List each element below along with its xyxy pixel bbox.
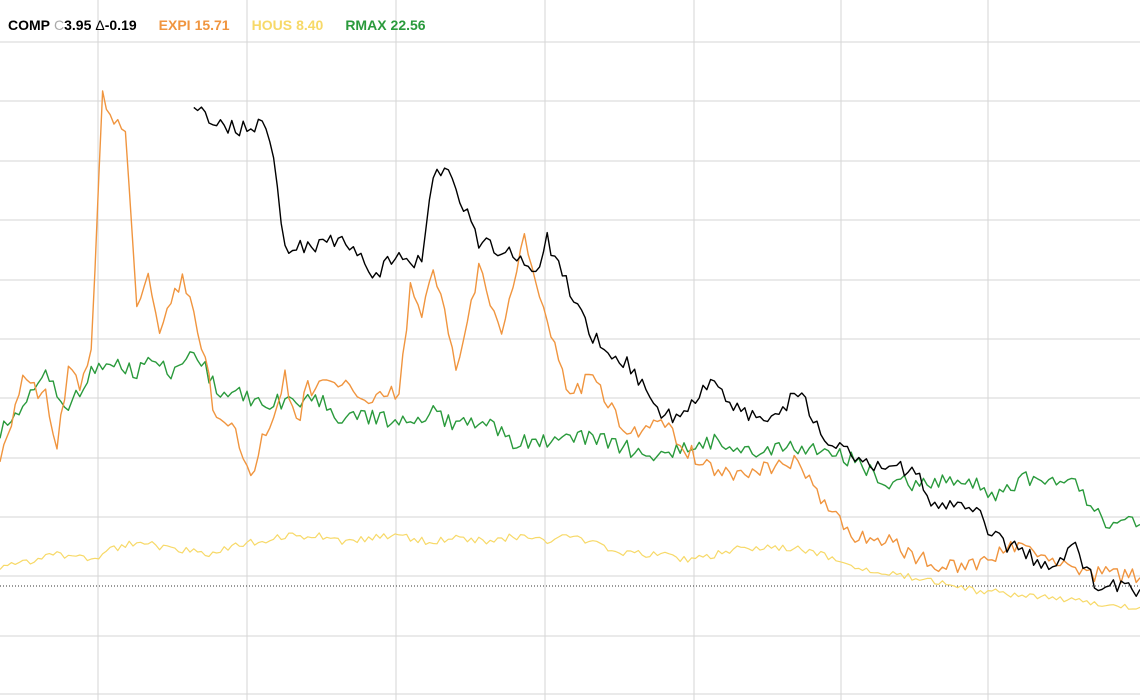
chart-legend: COMP C 3.95 Δ -0.19 EXPI 15.71 HOUS 8.40 R… bbox=[8, 17, 426, 33]
legend-item-comp[interactable]: COMP C 3.95 Δ -0.19 bbox=[8, 17, 137, 33]
chart-series-group bbox=[0, 90, 1140, 610]
legend-hous-symbol: HOUS bbox=[251, 17, 293, 33]
legend-expi-value: 15.71 bbox=[194, 17, 230, 33]
legend-comp-delta-prefix: Δ bbox=[95, 17, 105, 33]
legend-hous-value: 8.40 bbox=[296, 17, 324, 33]
legend-comp-close-prefix: C bbox=[54, 17, 65, 33]
legend-comp-symbol: COMP bbox=[8, 17, 50, 33]
legend-rmax-symbol: RMAX bbox=[345, 17, 387, 33]
legend-comp-close: 3.95 bbox=[64, 17, 92, 33]
legend-comp-delta: -0.19 bbox=[104, 17, 137, 33]
legend-expi-symbol: EXPI bbox=[158, 17, 191, 33]
series-line-expi bbox=[0, 90, 1140, 584]
series-line-hous bbox=[0, 532, 1140, 610]
series-line-comp bbox=[193, 106, 1140, 597]
legend-rmax-value: 22.56 bbox=[390, 17, 426, 33]
legend-item-expi[interactable]: EXPI 15.71 bbox=[159, 17, 230, 33]
legend-item-hous[interactable]: HOUS 8.40 bbox=[252, 17, 324, 33]
series-line-rmax bbox=[0, 351, 1140, 529]
legend-item-rmax[interactable]: RMAX 22.56 bbox=[345, 17, 425, 33]
